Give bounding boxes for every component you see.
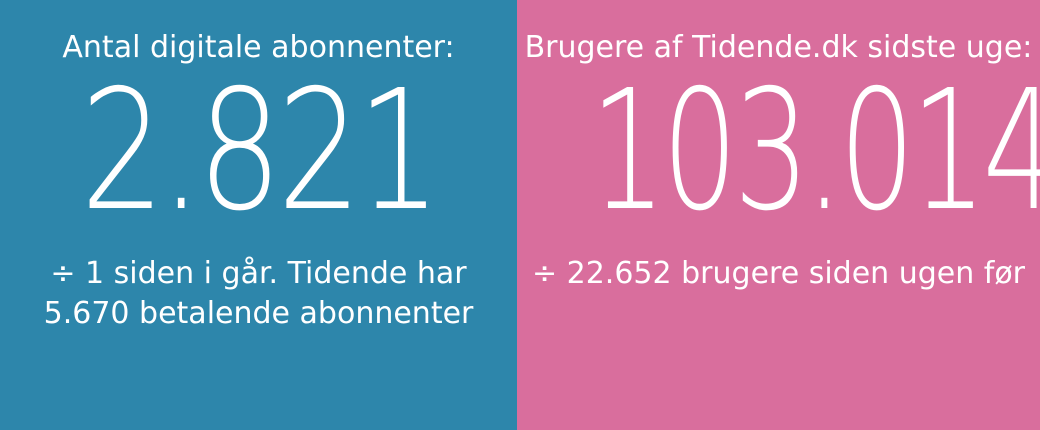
digital-subscribers-label: Antal digitale abonnenter: bbox=[62, 30, 455, 65]
digital-subscribers-value: 2.821 bbox=[80, 55, 441, 248]
weekly-users-label: Brugere af Tidende.dk sidste uge: bbox=[524, 30, 1033, 65]
weekly-users-panel: Brugere af Tidende.dk sidste uge: 103.01… bbox=[517, 0, 1040, 430]
digital-subscribers-note: ÷ 1 siden i går. Tidende har 5.670 betal… bbox=[0, 254, 517, 334]
digital-subscribers-note-line1: ÷ 1 siden i går. Tidende har bbox=[50, 256, 467, 291]
weekly-users-note-line1: ÷ 22.652 brugere siden ugen før bbox=[531, 256, 1026, 291]
digital-subscribers-note-line2: 5.670 betalende abonnenter bbox=[43, 296, 474, 331]
digital-subscribers-panel: Antal digitale abonnenter: 2.821 ÷ 1 sid… bbox=[0, 0, 517, 430]
weekly-users-value: 103.014 bbox=[590, 55, 1040, 248]
weekly-users-note: ÷ 22.652 brugere siden ugen før bbox=[517, 254, 1040, 294]
